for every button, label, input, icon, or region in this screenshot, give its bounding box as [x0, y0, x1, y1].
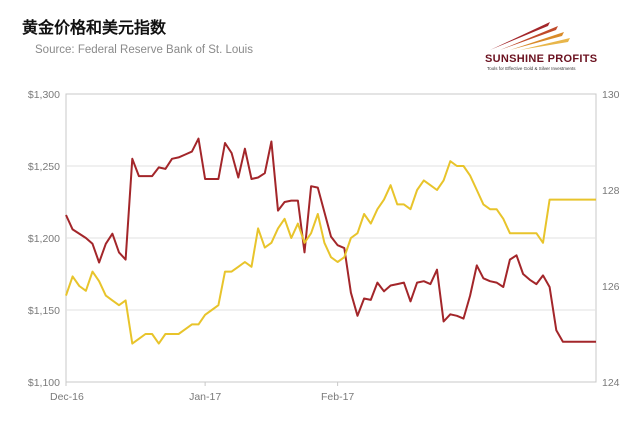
x-tick-label: Dec-16 — [50, 391, 84, 403]
x-tick-label: Jan-17 — [189, 391, 221, 403]
x-tick-label: Feb-17 — [321, 391, 354, 403]
y-right-tick-label: 130 — [602, 89, 620, 101]
y-right-tick-label: 124 — [602, 377, 620, 389]
series-line-1 — [65, 137, 596, 343]
series-line-2 — [65, 160, 596, 345]
sunshine-logo-icon — [490, 22, 570, 50]
logo-tagline: Tools for Effective Gold & Silver Invest… — [487, 66, 576, 71]
chart-subtitle: Source: Federal Reserve Bank of St. Loui… — [35, 44, 253, 56]
y-left-tick-label: $1,150 — [28, 305, 60, 317]
y-left-tick-label: $1,100 — [28, 377, 60, 389]
y-right-tick-label: 128 — [602, 185, 620, 197]
logo-text: SUNSHINE PROFITS — [485, 53, 598, 65]
y-left-tick-label: $1,200 — [28, 233, 60, 245]
y-left-tick-label: $1,250 — [28, 161, 60, 173]
y-left-tick-label: $1,300 — [28, 89, 60, 101]
y-right-tick-label: 126 — [602, 281, 620, 293]
chart-title: 黄金价格和美元指数 — [22, 18, 167, 37]
